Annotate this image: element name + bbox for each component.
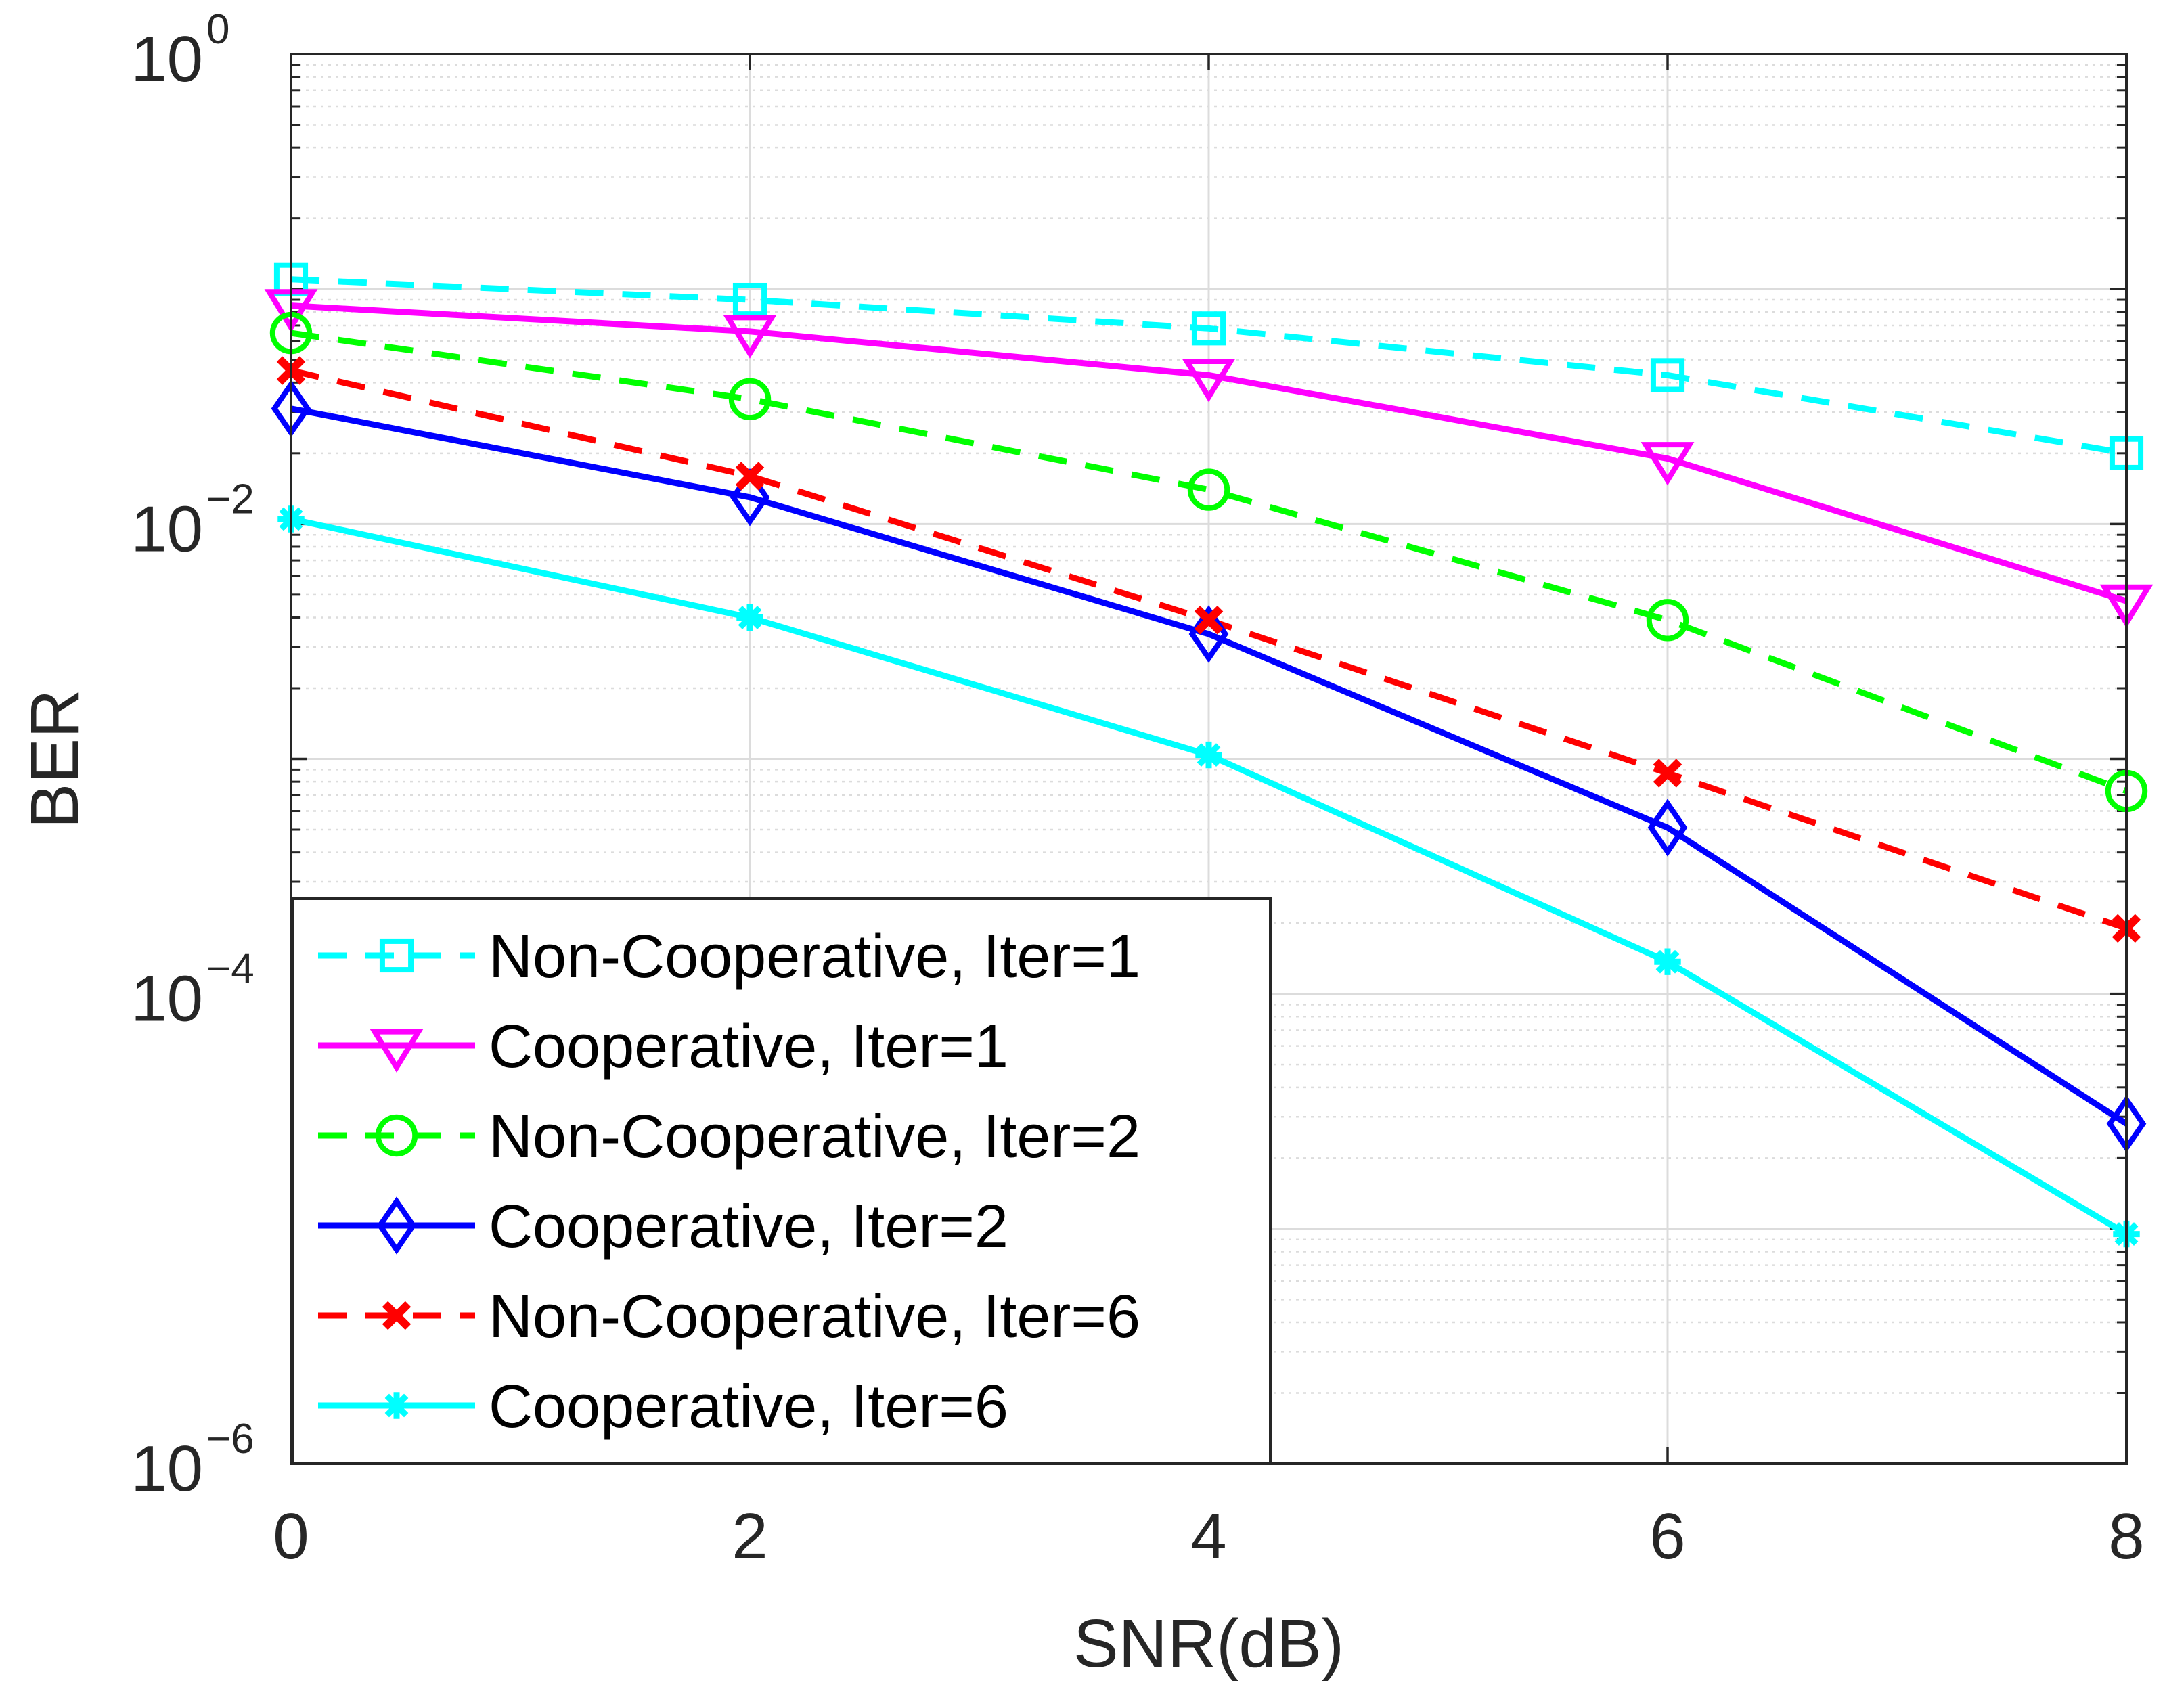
data-point-marker bbox=[735, 462, 765, 491]
legend-swatch-marker bbox=[370, 1029, 424, 1073]
x-axis-title: SNR(dB) bbox=[1073, 1606, 1344, 1682]
legend-swatch-marker bbox=[375, 1114, 418, 1157]
legend-box bbox=[291, 897, 1272, 1465]
y-tick-label: 10 −2 bbox=[131, 476, 254, 565]
x-tick-label: 8 bbox=[2108, 1500, 2144, 1573]
legend-label: Non-Cooperative, Iter=6 bbox=[489, 1283, 1140, 1351]
data-point-marker bbox=[1646, 599, 1689, 642]
legend[interactable]: Non-Cooperative, Iter=1 Cooperative, Iter… bbox=[291, 897, 1272, 1465]
y-tick-base: 10 bbox=[131, 23, 203, 95]
series-line-2 bbox=[290, 302, 2128, 604]
data-point-marker bbox=[1195, 741, 1222, 769]
legend-item[interactable]: Cooperative, Iter=2 bbox=[318, 1193, 1008, 1261]
data-point-marker bbox=[723, 315, 777, 359]
series-line-3 bbox=[290, 330, 2128, 794]
legend-swatch-marker bbox=[383, 1392, 410, 1419]
x-tick-label: 6 bbox=[1649, 1500, 1685, 1573]
y-tick-exponent: 0 bbox=[206, 6, 229, 53]
data-point-marker bbox=[1653, 759, 1682, 788]
data-point-marker bbox=[730, 468, 770, 526]
y-tick-exponent: −4 bbox=[206, 946, 254, 993]
data-point-marker bbox=[1182, 359, 1236, 403]
y-tick-label: 10 −4 bbox=[131, 946, 254, 1035]
legend-swatch-marker bbox=[382, 1301, 411, 1330]
data-point-marker bbox=[1187, 468, 1230, 511]
legend-item[interactable]: Cooperative, Iter=1 bbox=[318, 1013, 1008, 1081]
legend-label: Non-Cooperative, Iter=2 bbox=[489, 1103, 1140, 1171]
legend-item[interactable]: Non-Cooperative, Iter=1 bbox=[318, 923, 1140, 991]
legend-item[interactable]: Non-Cooperative, Iter=6 bbox=[318, 1283, 1140, 1351]
data-point-marker bbox=[728, 378, 772, 421]
data-point-marker bbox=[732, 282, 767, 317]
legend-label: Non-Cooperative, Iter=1 bbox=[489, 923, 1140, 991]
legend-item[interactable]: Cooperative, Iter=6 bbox=[318, 1373, 1008, 1441]
data-point-marker bbox=[1191, 311, 1226, 346]
y-tick-label: 10 −6 bbox=[131, 1416, 254, 1505]
x-tick-label: 2 bbox=[732, 1500, 767, 1573]
series-line-4 bbox=[290, 405, 2128, 1127]
data-point-marker bbox=[1647, 799, 1688, 857]
legend-label: Cooperative, Iter=2 bbox=[489, 1193, 1008, 1261]
data-point-marker bbox=[1194, 606, 1224, 635]
y-tick-exponent: −2 bbox=[206, 476, 254, 522]
y-tick-base: 10 bbox=[131, 1433, 203, 1505]
data-point-marker bbox=[1654, 948, 1681, 975]
y-tick-label: 10 0 bbox=[131, 6, 229, 95]
legend-swatch-marker bbox=[376, 1196, 417, 1255]
data-point-marker bbox=[736, 604, 763, 631]
y-tick-exponent: −6 bbox=[206, 1416, 254, 1462]
y-tick-base: 10 bbox=[131, 493, 203, 565]
x-tick-label: 0 bbox=[273, 1500, 309, 1573]
x-tick-label: 4 bbox=[1190, 1500, 1226, 1573]
legend-item[interactable]: Non-Cooperative, Iter=2 bbox=[318, 1103, 1140, 1171]
series-line-1 bbox=[290, 276, 2127, 457]
y-tick-base: 10 bbox=[131, 963, 203, 1035]
legend-label: Cooperative, Iter=1 bbox=[489, 1013, 1008, 1081]
legend-label: Cooperative, Iter=6 bbox=[489, 1373, 1008, 1441]
y-axis-title: BER bbox=[17, 690, 93, 829]
x-tick-labels: 0 2 4 6 8 bbox=[273, 1500, 2144, 1573]
legend-swatch-marker bbox=[379, 938, 414, 973]
data-point-marker bbox=[1650, 358, 1685, 392]
data-point-marker bbox=[1641, 442, 1695, 486]
